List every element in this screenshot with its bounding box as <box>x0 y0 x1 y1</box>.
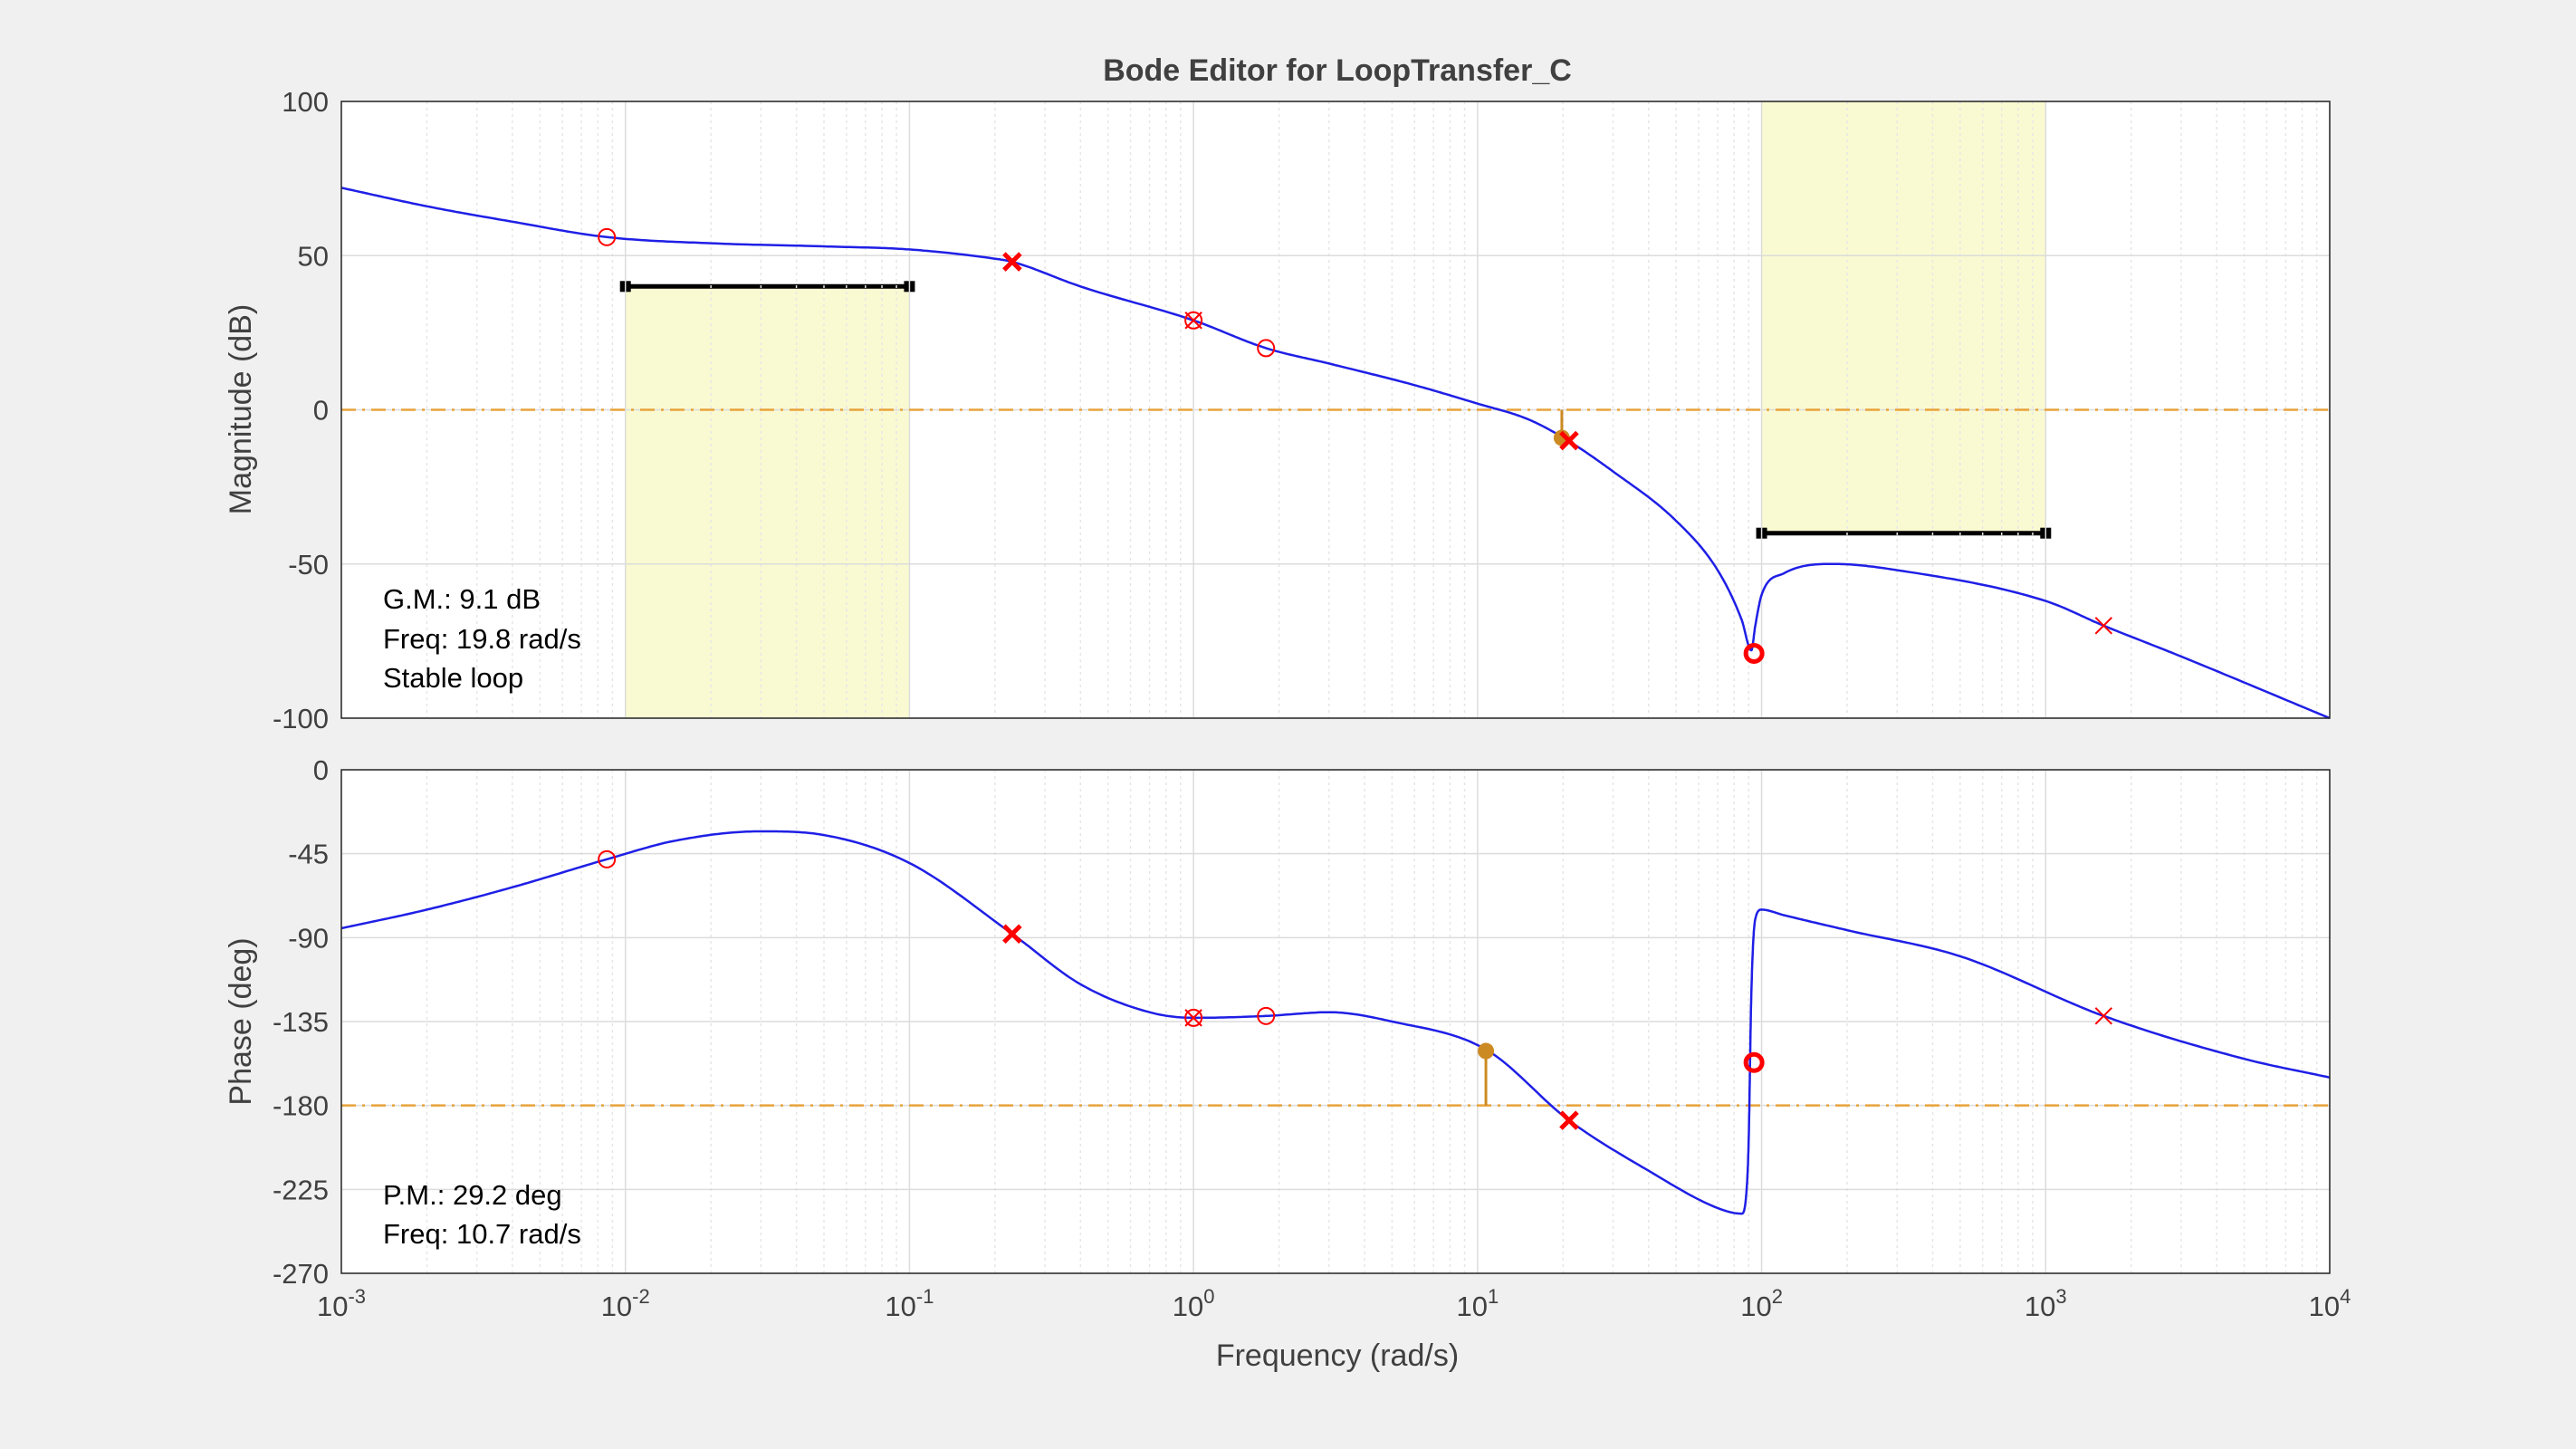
pole-marker[interactable] <box>1184 1009 1202 1027</box>
phase-axes[interactable]: 0-45-90-135-180-225-270 10-3 10-2 10-1 100 1… <box>224 754 2351 1373</box>
zero-marker[interactable] <box>1184 1008 1203 1027</box>
pole-marker[interactable] <box>1559 1110 1579 1130</box>
zero-marker[interactable] <box>1184 311 1203 330</box>
x-tick-label: 101 <box>1456 1285 1499 1322</box>
y-tick-label: -135 <box>273 1006 329 1038</box>
phase-grid <box>340 769 2331 1274</box>
phase-markers <box>598 849 2113 1130</box>
x-tick-label: 10-1 <box>885 1285 934 1322</box>
phase-margin-label: P.M.: 29.2 deg <box>383 1179 562 1211</box>
y-tick-label: -45 <box>288 839 329 870</box>
chart-title: Bode Editor for LoopTransfer_C <box>1103 53 1572 88</box>
phase-axes-frame <box>340 769 2331 1274</box>
pole-marker[interactable] <box>2094 617 2113 635</box>
pole-marker[interactable] <box>1184 312 1202 330</box>
y-tick-label: -100 <box>273 703 329 734</box>
requirement-region-1[interactable] <box>625 286 910 718</box>
zero-marker[interactable] <box>1257 339 1276 358</box>
phase-y-ticks: 0 -45 -90 -135 -180 -225 -270 <box>273 754 329 1290</box>
magnitude-y-ticks: 100 50 0 -50 -100 <box>273 86 329 734</box>
gain-margin-label: G.M.: 9.1 dB <box>383 583 541 615</box>
y-tick-label: -50 <box>288 549 329 581</box>
magnitude-axes-frame <box>340 101 2331 719</box>
zero-marker[interactable] <box>1257 1006 1276 1025</box>
pole-marker[interactable] <box>2094 1007 2113 1025</box>
x-tick-label: 104 <box>2309 1285 2351 1322</box>
y-tick-label: 100 <box>282 86 329 118</box>
zero-marker[interactable] <box>598 849 617 868</box>
x-tick-label: 100 <box>1173 1285 1215 1322</box>
response-curve[interactable] <box>340 187 2331 720</box>
y-tick-label: 0 <box>313 754 329 786</box>
pole-marker[interactable] <box>1559 430 1579 451</box>
gain-margin-freq-label: Freq: 19.8 rad/s <box>383 623 581 655</box>
x-tick-label: 10-3 <box>317 1285 366 1322</box>
x-tick-label: 103 <box>2025 1285 2067 1322</box>
margin-marker[interactable] <box>1478 1042 1495 1060</box>
zero-marker[interactable] <box>598 227 617 246</box>
pole-marker[interactable] <box>1002 252 1022 272</box>
phase-ylabel: Phase (deg) <box>224 937 258 1105</box>
x-tick-label: 10-2 <box>601 1285 650 1322</box>
y-tick-label: -180 <box>273 1090 329 1122</box>
y-tick-label: -270 <box>273 1258 329 1290</box>
magnitude-response <box>340 187 2331 720</box>
pole-marker[interactable] <box>1002 924 1022 944</box>
magnitude-markers <box>598 227 2113 664</box>
phase-xlabel: Frequency (rad/s) <box>1216 1339 1459 1373</box>
zero-marker[interactable] <box>1743 1051 1765 1073</box>
y-tick-label: 0 <box>313 395 329 427</box>
y-tick-label: 50 <box>298 240 329 272</box>
x-tick-label: 102 <box>1740 1285 1783 1322</box>
phase-x-ticks: 10-3 10-2 10-1 100 101 102 103 104 <box>317 1285 2351 1322</box>
loop-stability-label: Stable loop <box>383 662 523 694</box>
requirement-region-2[interactable] <box>1761 101 2046 533</box>
magnitude-requirements <box>619 101 2052 718</box>
magnitude-ylabel: Magnitude (dB) <box>224 304 258 514</box>
magnitude-axes[interactable]: 100 50 0 -50 -100 Magnitude (dB) G.M.: 9.1 d… <box>224 86 2331 734</box>
y-tick-label: -90 <box>288 922 329 954</box>
y-tick-label: -225 <box>273 1174 329 1205</box>
phase-margin-freq-label: Freq: 10.7 rad/s <box>383 1218 581 1250</box>
zero-marker[interactable] <box>1743 642 1765 664</box>
